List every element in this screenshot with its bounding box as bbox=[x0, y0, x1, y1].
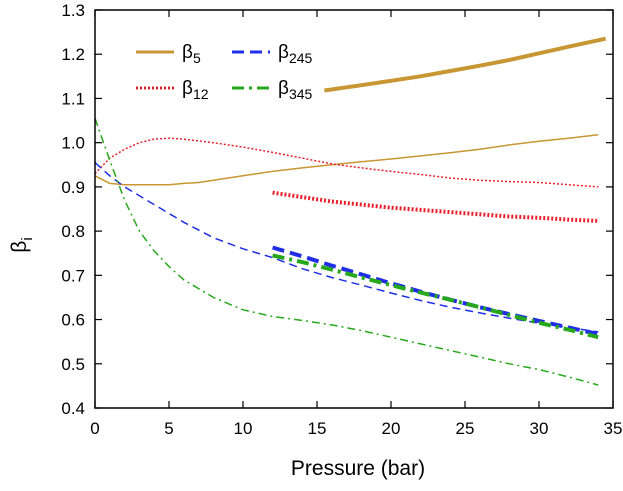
plot-series-group bbox=[94, 36, 607, 386]
y-tick-label: 0.7 bbox=[61, 266, 85, 285]
legend-label-2: β12 bbox=[182, 78, 209, 102]
y-axis-label-sub: i bbox=[19, 237, 36, 240]
legend-label-3: β345 bbox=[278, 78, 313, 102]
plot-frame bbox=[94, 9, 614, 409]
x-tick-label: 10 bbox=[234, 419, 253, 438]
legend-label-0: β5 bbox=[182, 42, 201, 66]
legend-label-sub: 12 bbox=[193, 86, 209, 102]
y-tick-label: 0.8 bbox=[61, 222, 85, 241]
legend-label-main: β bbox=[278, 78, 289, 99]
y-axis-label-main: β bbox=[8, 241, 31, 253]
series-line-1 bbox=[324, 36, 607, 93]
series-line-3 bbox=[272, 190, 599, 223]
series-line-4 bbox=[94, 162, 599, 333]
x-tick-label: 30 bbox=[530, 419, 549, 438]
y-tick-label: 0.9 bbox=[61, 178, 85, 197]
y-tick-label: 1.2 bbox=[61, 45, 85, 64]
y-tick-label: 1.3 bbox=[61, 1, 85, 20]
x-tick-label: 15 bbox=[308, 419, 327, 438]
y-axis-label: βi bbox=[8, 237, 36, 252]
legend-label-1: β245 bbox=[278, 42, 313, 66]
y-tick-label: 0.6 bbox=[61, 311, 85, 330]
y-tick-label: 1.1 bbox=[61, 89, 85, 108]
y-tick-label: 0.5 bbox=[61, 355, 85, 374]
x-tick-label: 0 bbox=[90, 419, 99, 438]
legend-label-sub: 5 bbox=[193, 50, 201, 66]
y-tick-label: 0.4 bbox=[61, 399, 85, 418]
legend-label-main: β bbox=[182, 42, 193, 63]
legend-label-sub: 345 bbox=[289, 86, 313, 102]
x-tick-label: 5 bbox=[164, 419, 173, 438]
x-tick-label: 20 bbox=[382, 419, 401, 438]
x-tick-label: 35 bbox=[604, 419, 623, 438]
series-line-7 bbox=[272, 253, 599, 340]
legend-label-main: β bbox=[182, 78, 193, 99]
series-line-5 bbox=[272, 245, 599, 337]
x-tick-label: 25 bbox=[456, 419, 475, 438]
series-line-0 bbox=[94, 133, 599, 186]
legend-label-main: β bbox=[278, 42, 289, 63]
y-tick-label: 1.0 bbox=[61, 134, 85, 153]
legend-label-sub: 245 bbox=[289, 50, 313, 66]
series-line-6 bbox=[94, 118, 599, 386]
axis-ticks-group: 0 5 10 15 20 25 30 35 0.4 0.5 0.6 0.7 0.8 0.9 1.0 1.1 1.… bbox=[61, 1, 622, 438]
x-axis-label: Pressure (bar) bbox=[291, 457, 425, 480]
